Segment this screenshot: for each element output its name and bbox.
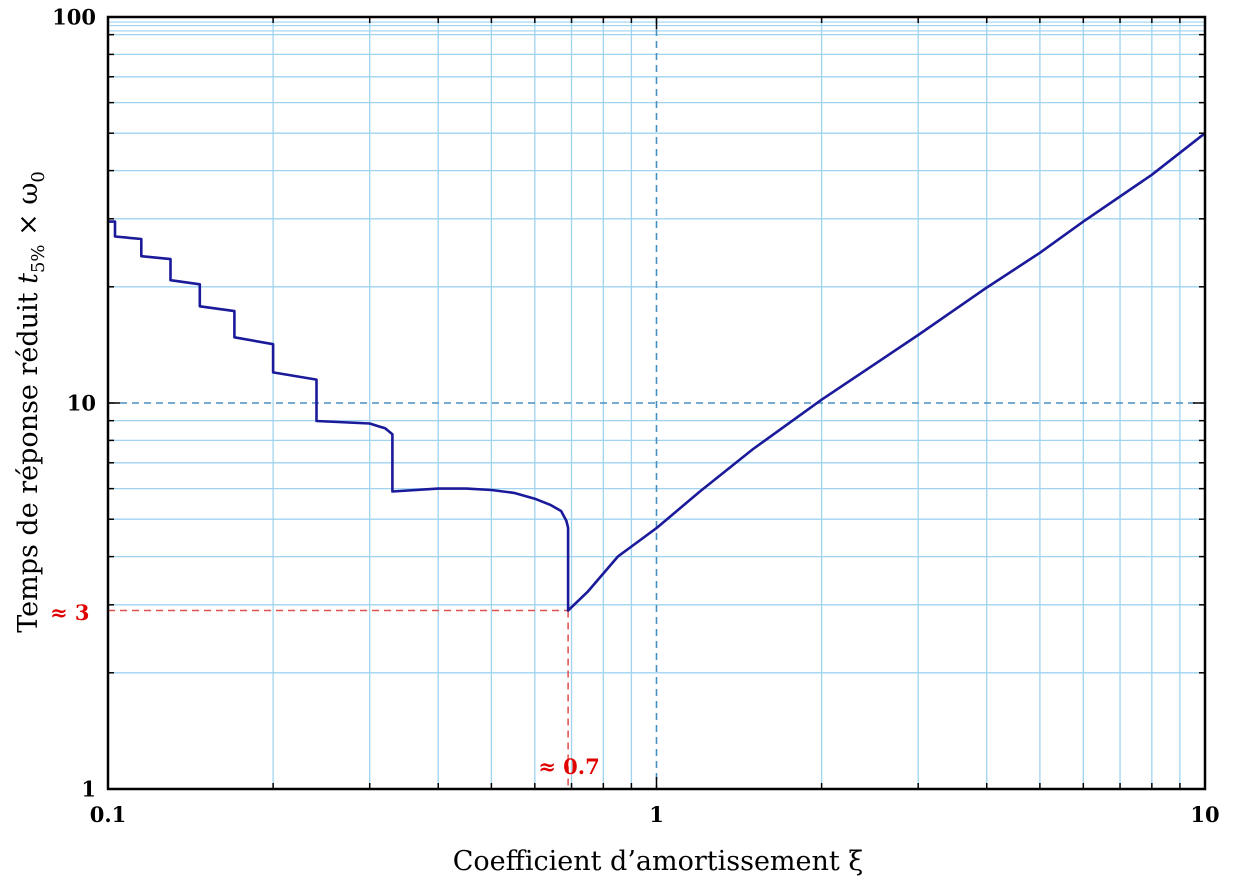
y-tick-label: 100 — [52, 5, 96, 30]
x-tick-label: 0.1 — [90, 802, 127, 827]
y-marker-label: ≈ 3 — [50, 600, 90, 625]
reference-lines — [108, 17, 1205, 789]
series-line-0 — [108, 132, 1206, 612]
tick-marks — [107, 17, 1205, 790]
y-axis-label-times: × ω — [13, 183, 44, 245]
y-axis-label-sub2: 0 — [28, 171, 49, 182]
x-tick-label: 10 — [1190, 802, 1219, 827]
x-marker-label: ≈ 0.7 — [538, 754, 599, 779]
y-axis-label-main: Temps de réponse réduit — [13, 284, 44, 633]
x-axis-label: Coefficient d’amortissement ξ — [453, 846, 863, 877]
y-tick-label: 10 — [67, 391, 96, 416]
y-axis-label: Temps de réponse réduit t5% × ω0 — [13, 171, 49, 633]
y-axis-label-sub: 5% — [28, 244, 49, 273]
series-layer — [108, 132, 1206, 612]
y-axis-label-t: t — [13, 273, 44, 284]
y-tick-label: 1 — [81, 777, 96, 802]
x-tick-label: 1 — [649, 802, 664, 827]
